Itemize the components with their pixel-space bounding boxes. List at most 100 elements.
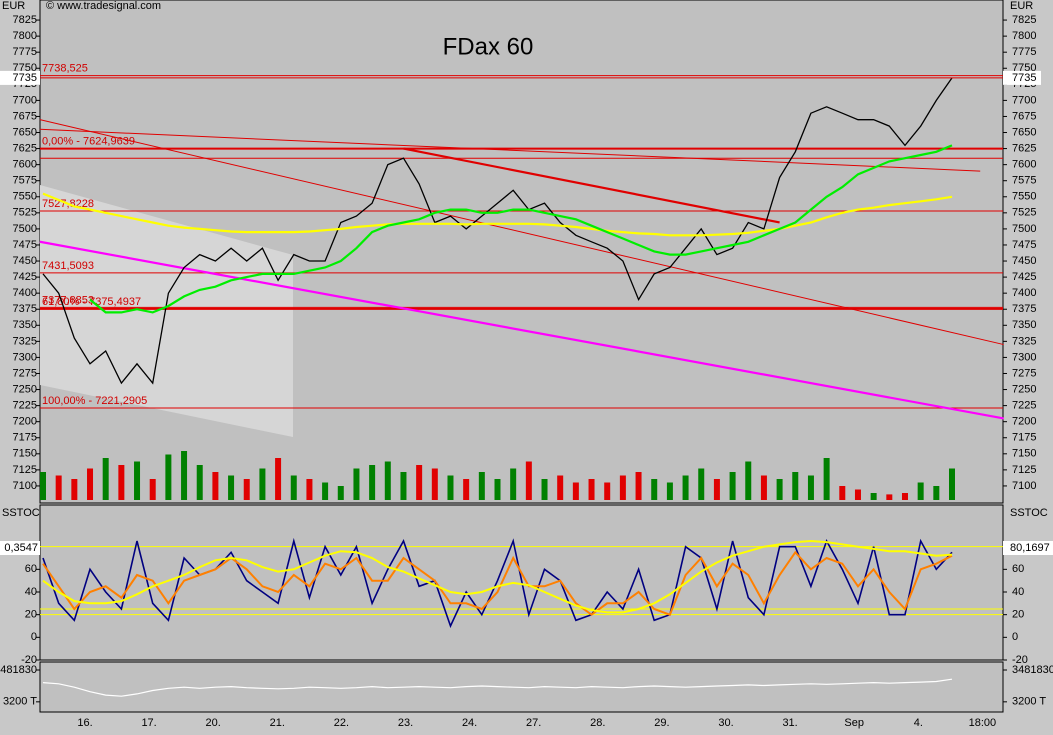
- y-tick-label: 7675: [1012, 110, 1036, 122]
- y-tick-label: 7700: [1012, 94, 1036, 106]
- volume-bar: [102, 458, 109, 500]
- volume-bar: [40, 472, 46, 500]
- y-tick-label: 7150: [1012, 448, 1036, 460]
- y-tick-label: 7650: [1012, 126, 1036, 138]
- y-tick-label: 7625: [1012, 142, 1036, 154]
- y-tick-label: 60: [1012, 563, 1024, 575]
- y-tick-label: 7200: [1012, 416, 1036, 428]
- volume-bar: [337, 486, 344, 500]
- last-price-label: 7735: [1012, 72, 1036, 84]
- y-tick-label: 7525: [1012, 207, 1036, 219]
- volume-bar: [525, 461, 532, 500]
- y-tick-label: 3200 T: [3, 696, 37, 708]
- volume-bar: [666, 482, 673, 500]
- y-tick-label: 7175: [13, 432, 37, 444]
- volume-bar: [557, 475, 564, 500]
- y-tick-label: 7275: [1012, 367, 1036, 379]
- y-tick-label: 7325: [1012, 335, 1036, 347]
- volume-bar: [431, 468, 438, 500]
- volume-bar: [149, 479, 156, 500]
- volume-bar: [290, 475, 297, 500]
- volume-bar: [572, 482, 579, 500]
- x-tick-label: 20.: [206, 717, 221, 729]
- volume-bar: [384, 461, 391, 500]
- y-tick-label: 7500: [1012, 223, 1036, 235]
- series-line: [42, 77, 953, 385]
- y-tick-label: 7450: [1012, 255, 1036, 267]
- y-tick-label: 7325: [13, 335, 37, 347]
- y-tick-label: 7600: [1012, 159, 1036, 171]
- y-tick-label: 3481830: [0, 664, 37, 676]
- x-tick-label: 23.: [398, 717, 413, 729]
- volume-bar: [541, 479, 548, 500]
- y-tick-label: 7350: [1012, 319, 1036, 331]
- y-tick-label: 7375: [13, 303, 37, 315]
- y-tick-label: 7275: [13, 367, 37, 379]
- volume-bar: [917, 482, 924, 500]
- y-tick-label: 7475: [1012, 239, 1036, 251]
- y-tick-label: 7575: [13, 175, 37, 187]
- last-price-label: 7735: [13, 72, 37, 84]
- price-box: [0, 70, 40, 85]
- volume-bar: [87, 468, 94, 500]
- y-tick-label: 7100: [1012, 480, 1036, 492]
- y-tick-label: 7650: [13, 126, 37, 138]
- volume-bar: [949, 468, 955, 500]
- x-tick-label: 4.: [914, 717, 923, 729]
- y-tick-label: 7400: [13, 287, 37, 299]
- y-tick-label: 7125: [1012, 464, 1036, 476]
- volume-bar: [635, 472, 642, 500]
- y-tick-label: 7125: [13, 464, 37, 476]
- volume-bar: [181, 451, 188, 500]
- volume-bar: [306, 479, 313, 500]
- volume-bar: [118, 465, 125, 500]
- y-tick-label: 20: [1012, 609, 1024, 621]
- x-tick-label: Sep: [844, 717, 864, 729]
- volume-bar: [212, 472, 219, 500]
- x-tick-label: 21.: [270, 717, 285, 729]
- volume-bar: [807, 475, 814, 500]
- volume-bar: [760, 475, 767, 500]
- y-tick-label: 20: [25, 609, 37, 621]
- volume-bar: [729, 472, 736, 500]
- y-tick-label: 60: [25, 563, 37, 575]
- series-line: [42, 539, 953, 614]
- series-line: [89, 144, 953, 314]
- x-tick-label: 31.: [782, 717, 797, 729]
- volume-bar: [651, 479, 658, 500]
- y-tick-label: 7200: [13, 416, 37, 428]
- volume-bar: [823, 458, 830, 500]
- volume-bar: [243, 479, 250, 500]
- y-tick-label: 7425: [1012, 271, 1036, 283]
- price-box: [1003, 70, 1041, 85]
- volume-bar: [196, 465, 203, 500]
- y-tick-label: 7500: [13, 223, 37, 235]
- x-tick-label: 17.: [141, 717, 156, 729]
- y-tick-label: 0: [31, 631, 37, 643]
- volume-bar: [682, 475, 689, 500]
- y-tick-label: 3200 T: [1012, 696, 1046, 708]
- level-label: 7738,525: [42, 63, 88, 75]
- y-tick-label: 7775: [13, 46, 37, 58]
- y-tick-label: 7600: [13, 159, 37, 171]
- volume-bar: [228, 475, 235, 500]
- series-line: [42, 192, 953, 237]
- volume-bar: [322, 482, 329, 500]
- y-tick-label: 7800: [1012, 30, 1036, 42]
- stoch-label-left: SSTOC: [2, 507, 40, 519]
- y-tick-label: 7425: [13, 271, 37, 283]
- volume-bar: [510, 468, 517, 500]
- y-tick-label: 7450: [13, 255, 37, 267]
- y-tick-label: 7400: [1012, 287, 1036, 299]
- series-line: [42, 550, 953, 616]
- x-tick-label: 18:00: [969, 717, 997, 729]
- volume-bar: [933, 486, 940, 500]
- fib-channel: [40, 185, 293, 437]
- trendline: [39, 128, 981, 172]
- y-tick-label: 7375: [1012, 303, 1036, 315]
- trendline: [403, 147, 780, 224]
- level-label: 100,00% - 7221,2905: [42, 395, 147, 407]
- trendline: [39, 240, 1004, 420]
- level-label: 7431,5093: [42, 260, 94, 272]
- x-tick-label: 28.: [590, 717, 605, 729]
